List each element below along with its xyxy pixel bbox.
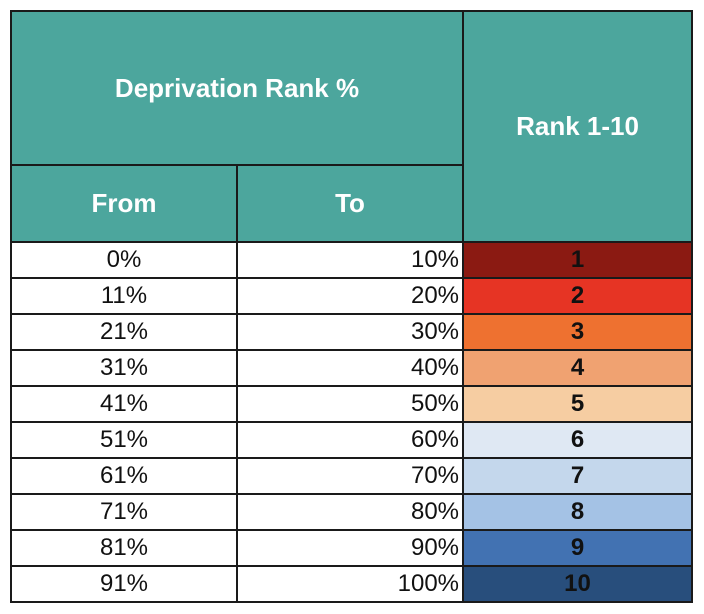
rank-cell: 8 <box>462 493 694 531</box>
table-row: 0% 10% 1 <box>10 241 694 279</box>
table-row: 91% 100% 10 <box>10 565 694 603</box>
rank-cell: 6 <box>462 421 694 459</box>
rank-cell: 4 <box>462 349 694 387</box>
table-row: 31% 40% 4 <box>10 349 694 387</box>
to-header: To <box>235 164 465 243</box>
rank-header: Rank 1-10 <box>462 10 694 243</box>
from-header: From <box>10 164 238 243</box>
rank-cell: 7 <box>462 457 694 495</box>
rank-cell: 5 <box>462 385 694 423</box>
to-cell: 60% <box>235 421 465 459</box>
table-row: 51% 60% 6 <box>10 421 694 459</box>
table-row: 81% 90% 9 <box>10 529 694 567</box>
deprivation-rank-header: Deprivation Rank % <box>9 10 465 166</box>
from-cell: 0% <box>10 241 238 279</box>
from-cell: 61% <box>10 457 238 495</box>
from-cell: 81% <box>10 529 238 567</box>
to-cell: 90% <box>235 529 465 567</box>
to-cell: 20% <box>235 277 465 315</box>
table-row: 21% 30% 3 <box>10 313 694 351</box>
to-cell: 10% <box>235 241 465 279</box>
from-cell: 51% <box>10 421 238 459</box>
table-row: 11% 20% 2 <box>10 277 694 315</box>
rank-cell: 2 <box>462 277 694 315</box>
deprivation-rank-table: Deprivation Rank % Rank 1-10 From To 0% 1… <box>9 10 694 603</box>
from-cell: 21% <box>10 313 238 351</box>
from-cell: 91% <box>10 565 238 603</box>
from-cell: 31% <box>10 349 238 387</box>
to-cell: 30% <box>235 313 465 351</box>
to-cell: 50% <box>235 385 465 423</box>
table-row: 41% 50% 5 <box>10 385 694 423</box>
table-body: 0% 10% 1 11% 20% 2 21% 30% 3 31% 40% 4 41% 50% 5 51% 60%… <box>10 241 694 603</box>
to-cell: 40% <box>235 349 465 387</box>
to-cell: 70% <box>235 457 465 495</box>
from-cell: 71% <box>10 493 238 531</box>
to-cell: 100% <box>235 565 465 603</box>
rank-cell: 9 <box>462 529 694 567</box>
table-row: 71% 80% 8 <box>10 493 694 531</box>
rank-cell: 1 <box>462 241 694 279</box>
to-cell: 80% <box>235 493 465 531</box>
from-cell: 11% <box>10 277 238 315</box>
rank-cell: 10 <box>462 565 694 603</box>
rank-cell: 3 <box>462 313 694 351</box>
table-row: 61% 70% 7 <box>10 457 694 495</box>
from-cell: 41% <box>10 385 238 423</box>
